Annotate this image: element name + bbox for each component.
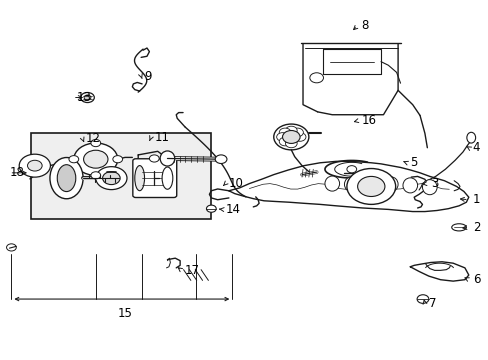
Text: 8: 8 [361,19,368,32]
Circle shape [96,167,127,190]
Text: 4: 4 [472,141,479,154]
Ellipse shape [50,158,83,199]
Ellipse shape [402,178,417,193]
Text: 7: 7 [428,297,435,310]
Text: 15: 15 [117,307,132,320]
Ellipse shape [57,165,76,192]
Circle shape [346,168,395,204]
Text: 10: 10 [228,177,244,190]
Circle shape [279,128,290,137]
Circle shape [285,126,297,135]
Ellipse shape [325,176,339,191]
Text: 13: 13 [76,91,91,104]
Circle shape [113,156,122,163]
Ellipse shape [363,177,378,192]
Ellipse shape [160,151,174,166]
Ellipse shape [162,167,172,189]
Text: 3: 3 [430,177,437,190]
Circle shape [279,137,290,146]
Circle shape [291,128,303,137]
Text: 18: 18 [9,166,24,179]
Circle shape [83,150,108,168]
Text: 12: 12 [86,132,101,145]
Circle shape [276,133,288,141]
Circle shape [19,154,50,177]
Ellipse shape [466,132,475,143]
Bar [31,134,211,220]
Ellipse shape [422,180,436,195]
Ellipse shape [451,224,466,231]
Circle shape [416,295,428,303]
Circle shape [6,244,16,251]
Text: 6: 6 [472,273,479,286]
Text: 16: 16 [361,114,376,127]
Circle shape [149,155,159,162]
Circle shape [91,139,101,147]
Text: 2: 2 [472,221,479,234]
Text: 14: 14 [225,203,241,216]
Circle shape [215,155,226,163]
Circle shape [346,166,356,173]
Circle shape [206,205,216,212]
Circle shape [102,172,120,185]
Circle shape [309,73,323,83]
Circle shape [74,143,118,175]
Circle shape [69,156,79,163]
Text: 17: 17 [184,264,200,277]
Circle shape [27,160,42,171]
Text: 5: 5 [409,156,417,169]
Circle shape [282,131,300,143]
Circle shape [285,139,297,148]
Circle shape [84,95,91,100]
Text: 1: 1 [472,193,479,206]
Circle shape [81,93,94,103]
Text: 11: 11 [154,131,169,144]
Circle shape [294,133,305,141]
Ellipse shape [344,177,358,192]
Circle shape [357,176,384,197]
FancyBboxPatch shape [133,159,176,198]
Ellipse shape [135,166,144,191]
Ellipse shape [273,124,308,150]
Circle shape [91,172,101,179]
Text: 9: 9 [144,69,152,82]
Ellipse shape [383,177,397,192]
